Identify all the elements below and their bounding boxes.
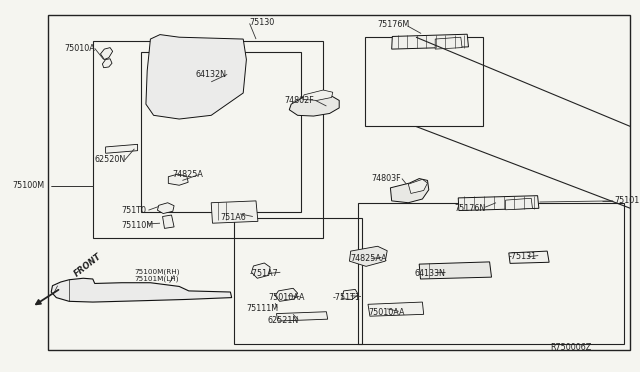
Text: 74802F: 74802F: [285, 96, 314, 105]
Text: 75111M: 75111M: [246, 304, 278, 313]
Polygon shape: [506, 198, 532, 210]
Polygon shape: [100, 48, 113, 60]
Text: -751T1: -751T1: [333, 293, 361, 302]
Polygon shape: [276, 312, 328, 321]
Text: 75100M(RH): 75100M(RH): [134, 268, 180, 275]
Polygon shape: [392, 34, 468, 49]
Text: 75110M: 75110M: [122, 221, 154, 230]
Polygon shape: [102, 59, 112, 68]
Text: 74825AA: 74825AA: [351, 254, 387, 263]
Text: 75010A: 75010A: [64, 44, 95, 53]
Text: 751A6: 751A6: [221, 213, 246, 222]
Polygon shape: [458, 196, 539, 211]
Text: 75100M: 75100M: [13, 182, 45, 190]
Text: 74803F: 74803F: [371, 174, 401, 183]
Bar: [234, 218, 362, 344]
Bar: [358, 203, 624, 344]
Polygon shape: [275, 288, 298, 301]
Text: 75010AA: 75010AA: [368, 308, 404, 317]
Text: 75101M: 75101M: [614, 196, 640, 205]
Text: 75010AA: 75010AA: [269, 293, 305, 302]
Polygon shape: [168, 174, 188, 185]
Polygon shape: [51, 278, 232, 302]
Bar: [141, 52, 301, 212]
Text: 74825A: 74825A: [173, 170, 204, 179]
Text: 64132N: 64132N: [195, 70, 226, 79]
Text: R750006Z: R750006Z: [550, 343, 591, 352]
Polygon shape: [408, 179, 428, 193]
Text: FRONT: FRONT: [72, 252, 103, 279]
Polygon shape: [349, 246, 387, 266]
Polygon shape: [390, 179, 429, 203]
Text: 62521N: 62521N: [268, 316, 299, 325]
Bar: [93, 41, 323, 238]
Text: 62520N: 62520N: [95, 155, 126, 164]
Polygon shape: [509, 251, 549, 263]
Polygon shape: [368, 302, 424, 316]
Text: 75176N: 75176N: [454, 204, 486, 213]
Polygon shape: [303, 90, 333, 100]
Polygon shape: [106, 144, 138, 153]
Text: 75130: 75130: [250, 18, 275, 27]
Text: -751A7: -751A7: [250, 269, 278, 278]
Polygon shape: [146, 35, 246, 119]
Polygon shape: [435, 37, 462, 49]
Polygon shape: [163, 215, 174, 228]
Text: 75176M: 75176M: [378, 20, 410, 29]
Polygon shape: [342, 289, 358, 299]
Text: 64133N: 64133N: [414, 269, 445, 278]
Bar: [365, 37, 483, 126]
Polygon shape: [419, 262, 492, 279]
Text: 75101M(LH): 75101M(LH): [134, 276, 179, 282]
Polygon shape: [157, 203, 174, 214]
Polygon shape: [211, 201, 258, 223]
Text: -75131: -75131: [509, 252, 537, 261]
Text: 751T0: 751T0: [122, 206, 147, 215]
Polygon shape: [252, 263, 270, 278]
Polygon shape: [289, 94, 339, 116]
